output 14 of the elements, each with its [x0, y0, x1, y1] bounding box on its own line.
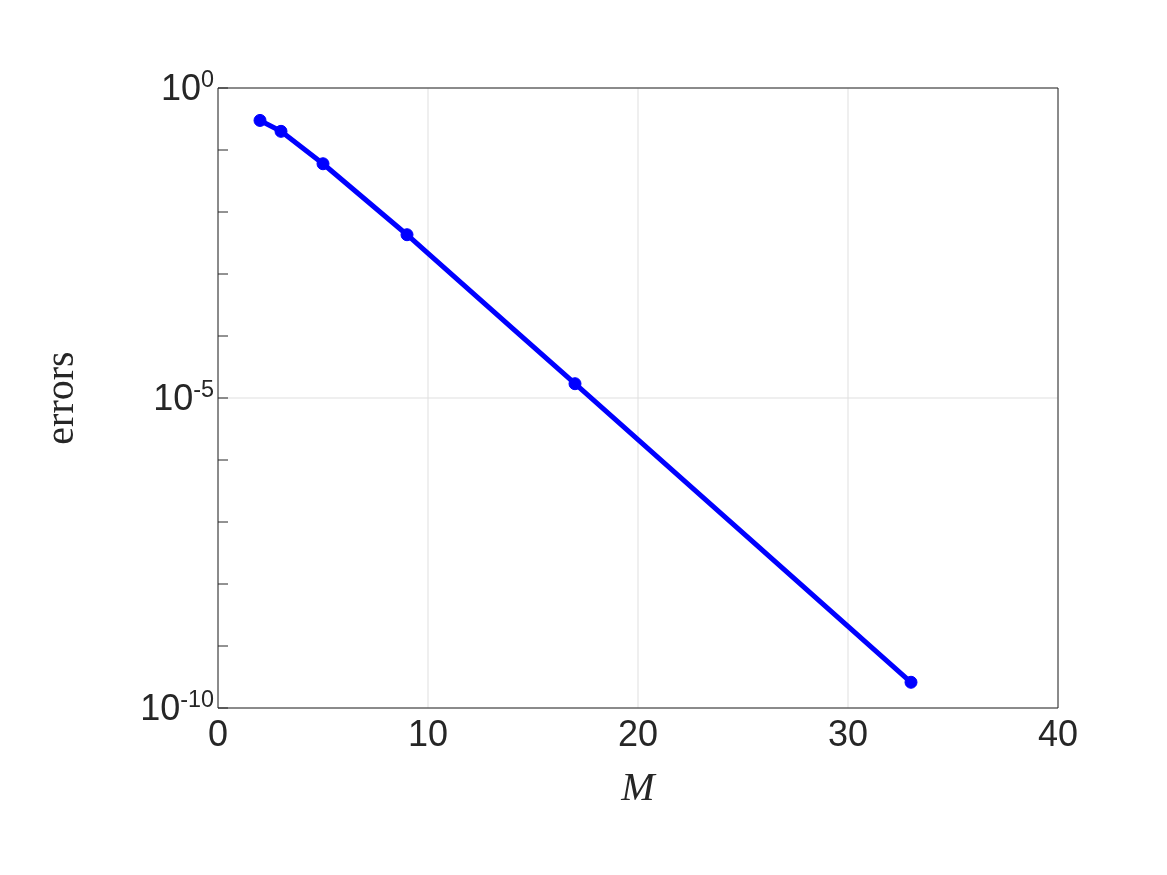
- x-tick-label: 20: [617, 713, 659, 754]
- x-tick-label: 30: [827, 713, 869, 754]
- y-tick-label: 10$^{-5}$: [153, 376, 214, 418]
- y-tick-label: 10$^{0}$: [160, 66, 214, 108]
- point: [400, 228, 414, 242]
- point: [316, 157, 330, 171]
- point: [568, 377, 582, 391]
- x-axis-title: M: [620, 764, 658, 809]
- point: [904, 675, 918, 689]
- point: [253, 113, 267, 127]
- x-tick-label: 10: [407, 713, 449, 754]
- x-tick-label: 40: [1037, 713, 1079, 754]
- y-axis-title: errors: [37, 351, 82, 445]
- point: [274, 124, 288, 138]
